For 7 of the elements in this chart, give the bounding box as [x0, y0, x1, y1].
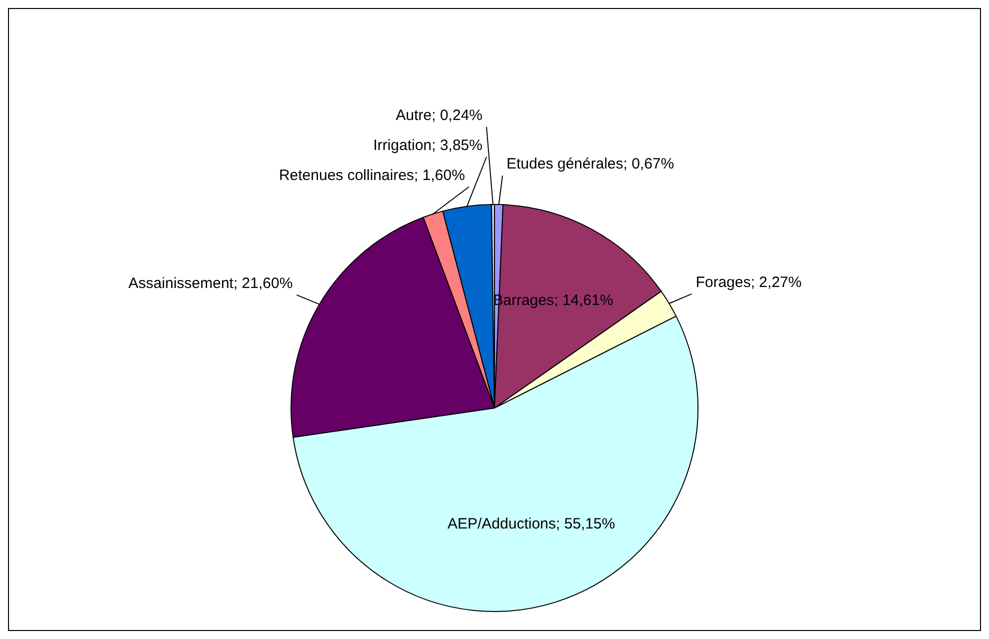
slice-label: AEP/Adductions; 55,15%: [447, 516, 616, 533]
slice-label: Forages; 2,27%: [696, 274, 802, 292]
slice-label: Assainissement; 21,60%: [128, 275, 293, 292]
slice-label: Autre; 0,24%: [396, 107, 482, 124]
slice-label: Irrigation; 3,85%: [373, 137, 482, 154]
slice-label: Retenues collinaires; 1,60%: [278, 167, 465, 184]
slice-label: Etudes générales; 0,67%: [506, 156, 674, 173]
